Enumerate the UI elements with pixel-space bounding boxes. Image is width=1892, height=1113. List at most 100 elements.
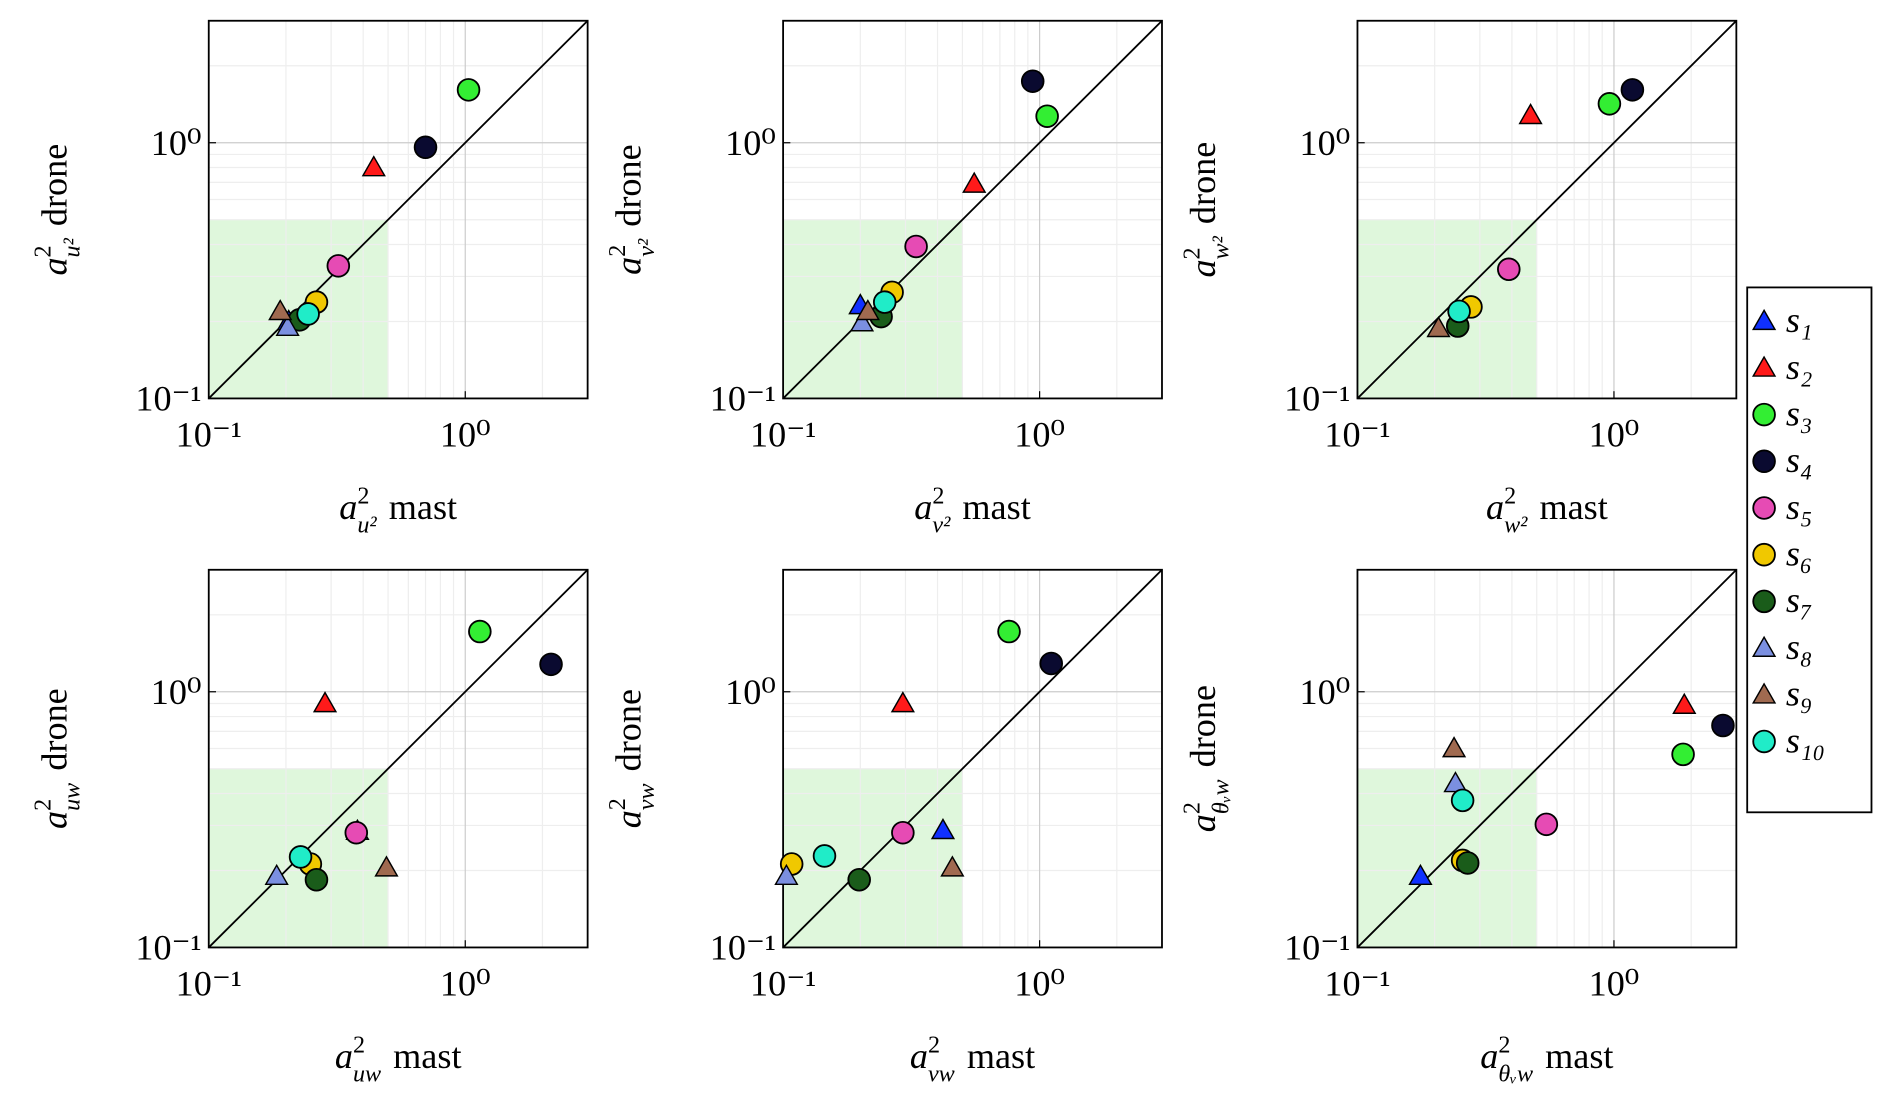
data-point bbox=[1671, 742, 1695, 767]
x-tick-label: 10⁻¹ bbox=[176, 415, 242, 455]
label-text: drone bbox=[34, 144, 74, 226]
data-point bbox=[1447, 299, 1471, 324]
y-axis-label: a2θᵥw drone bbox=[1178, 685, 1234, 832]
label-text: mast bbox=[967, 1036, 1035, 1076]
plot-frame bbox=[1356, 19, 1738, 400]
label-symbol: a bbox=[335, 1036, 353, 1076]
data-point bbox=[812, 844, 837, 868]
data-point bbox=[1497, 257, 1521, 282]
plot-frame bbox=[1356, 568, 1738, 949]
data-point bbox=[275, 314, 300, 337]
label-text: drone bbox=[1183, 142, 1223, 224]
x-tick-label: 10⁰ bbox=[1014, 964, 1065, 1004]
data-point bbox=[962, 171, 987, 193]
data-point bbox=[1020, 69, 1045, 94]
data-point bbox=[1039, 651, 1063, 676]
legend-marker bbox=[1752, 496, 1776, 520]
legend-label: s₃ bbox=[1786, 393, 1813, 433]
data-point bbox=[304, 867, 329, 892]
legend-label: s₆ bbox=[1786, 534, 1813, 574]
label-sup: 2 bbox=[1498, 1031, 1510, 1058]
data-point bbox=[456, 78, 481, 102]
data-point bbox=[296, 302, 320, 326]
legend-marker bbox=[1752, 542, 1776, 567]
label-sup: 2 bbox=[932, 482, 944, 509]
legend-marker bbox=[1752, 729, 1776, 754]
label-sup: 2 bbox=[1504, 482, 1516, 509]
label-symbol: a bbox=[339, 487, 357, 527]
data-point bbox=[1672, 692, 1697, 714]
y-tick-label: 10⁻¹ bbox=[710, 928, 776, 968]
data-point bbox=[890, 691, 915, 713]
y-tick-label: 10⁻¹ bbox=[710, 378, 776, 418]
identity-line bbox=[208, 20, 589, 400]
data-point bbox=[847, 867, 871, 892]
y-axis-label: a2uw drone bbox=[30, 688, 86, 829]
data-point bbox=[872, 290, 897, 314]
data-point bbox=[997, 619, 1021, 644]
identity-line bbox=[782, 20, 1163, 400]
data-point bbox=[1426, 316, 1451, 338]
data-point bbox=[539, 652, 563, 677]
y-tick-label: 10⁰ bbox=[725, 123, 776, 163]
legend-marker bbox=[1752, 402, 1776, 427]
label-symbol: a bbox=[1183, 259, 1223, 277]
y-axis-label: a2u² drone bbox=[30, 144, 86, 276]
legend-marker bbox=[1751, 355, 1777, 377]
label-text: drone bbox=[609, 144, 649, 226]
plot-frame bbox=[207, 568, 589, 949]
identity-line bbox=[782, 569, 1163, 949]
y-axis-label: a2v² drone bbox=[604, 144, 660, 275]
plot-frame bbox=[207, 19, 589, 400]
label-sup: 2 bbox=[604, 245, 631, 257]
label-sup: 2 bbox=[1178, 802, 1205, 814]
label-symbol: a bbox=[609, 810, 649, 828]
label-sub: uw bbox=[353, 1060, 381, 1087]
data-point bbox=[930, 818, 956, 840]
x-tick-label: 10⁰ bbox=[1589, 964, 1640, 1004]
x-tick-label: 10⁻¹ bbox=[750, 964, 816, 1004]
data-point bbox=[1620, 78, 1645, 102]
data-point bbox=[361, 155, 386, 177]
label-symbol: a bbox=[34, 811, 74, 829]
data-point bbox=[940, 855, 965, 877]
label-text: mast bbox=[962, 487, 1030, 527]
data-point bbox=[312, 691, 338, 713]
label-text: drone bbox=[1183, 685, 1223, 767]
label-sup: 2 bbox=[1178, 247, 1205, 259]
x-tick-label: 10⁰ bbox=[440, 964, 491, 1004]
label-sup: 2 bbox=[604, 798, 631, 810]
label-symbol: a bbox=[34, 257, 74, 275]
label-sup: 2 bbox=[30, 245, 57, 257]
legend-label: s₇ bbox=[1786, 580, 1813, 620]
x-tick-label: 10⁻¹ bbox=[1324, 415, 1390, 455]
y-axis-label: a2vw drone bbox=[604, 689, 660, 828]
label-sub: θᵥw bbox=[1207, 779, 1234, 814]
label-symbol: a bbox=[914, 487, 932, 527]
data-point bbox=[268, 299, 293, 321]
label-symbol: a bbox=[910, 1036, 928, 1076]
data-point bbox=[891, 820, 915, 845]
data-point bbox=[1450, 788, 1475, 813]
label-sub: vw bbox=[633, 783, 660, 810]
legend-label: s₉ bbox=[1786, 674, 1813, 714]
label-text: mast bbox=[393, 1036, 461, 1076]
y-tick-label: 10⁰ bbox=[1300, 123, 1351, 163]
data-point bbox=[849, 310, 875, 332]
y-axis-label: a2w² drone bbox=[1178, 142, 1234, 278]
label-sup: 2 bbox=[353, 1031, 365, 1058]
data-point bbox=[264, 863, 289, 886]
y-tick-label: 10⁻¹ bbox=[1284, 378, 1350, 418]
y-tick-label: 10⁻¹ bbox=[135, 928, 201, 968]
label-symbol: a bbox=[1183, 814, 1223, 832]
plot-frame bbox=[782, 568, 1163, 949]
x-axis-label: a2 v² mast bbox=[914, 482, 1030, 538]
data-point bbox=[855, 299, 880, 321]
data-point bbox=[1597, 92, 1622, 116]
data-point bbox=[1518, 103, 1543, 125]
data-point bbox=[1035, 104, 1059, 128]
data-point bbox=[1711, 713, 1735, 738]
label-sub: vw bbox=[928, 1060, 955, 1087]
label-symbol: a bbox=[1486, 487, 1504, 527]
legend-marker bbox=[1751, 308, 1777, 331]
